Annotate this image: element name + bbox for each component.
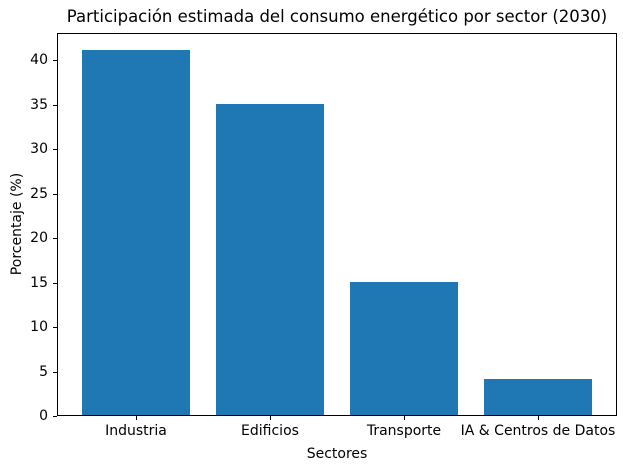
y-tick-mark (53, 416, 57, 417)
y-tick-label: 35 (30, 97, 48, 113)
y-tick-mark (53, 327, 57, 328)
y-tick-label: 20 (30, 230, 48, 246)
y-tick-label: 5 (39, 364, 48, 380)
y-tick-mark (53, 238, 57, 239)
y-tick-mark (53, 194, 57, 195)
x-axis-label: Sectores (306, 446, 368, 462)
x-tick-mark (404, 416, 405, 420)
y-tick-mark (53, 149, 57, 150)
x-tick-mark (270, 416, 271, 420)
x-tick-label: Edificios (241, 423, 299, 439)
y-tick-mark (53, 60, 57, 61)
x-tick-label: IA & Centros de Datos (460, 423, 616, 439)
y-tick-label: 10 (30, 319, 48, 335)
x-tick-mark (538, 416, 539, 420)
bar (216, 104, 324, 415)
y-tick-label: 0 (39, 408, 48, 424)
x-tick-label: Transporte (366, 423, 442, 439)
x-tick-label: Industria (105, 423, 167, 439)
bar (484, 379, 592, 415)
y-tick-label: 40 (30, 52, 48, 68)
y-tick-mark (53, 283, 57, 284)
y-tick-label: 30 (30, 141, 48, 157)
bar (350, 282, 458, 415)
y-tick-label: 15 (30, 275, 48, 291)
plot-area (57, 33, 617, 416)
y-tick-mark (53, 372, 57, 373)
chart-title: Participación estimada del consumo energ… (66, 7, 608, 26)
bar (82, 50, 190, 415)
y-tick-mark (53, 105, 57, 106)
y-tick-label: 25 (30, 186, 48, 202)
x-tick-mark (136, 416, 137, 420)
